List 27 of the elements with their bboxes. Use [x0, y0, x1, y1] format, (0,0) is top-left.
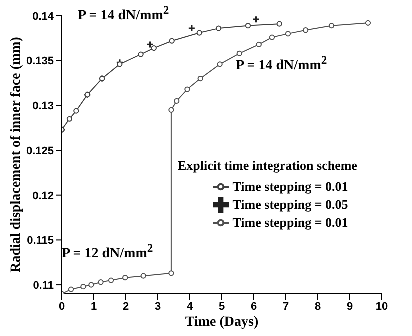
legend-label: Time stepping = 0.01: [232, 215, 348, 230]
x-tick-label: 10: [376, 300, 388, 313]
y-tick-label: 0.115: [27, 235, 54, 248]
x-tick-label: 7: [282, 300, 290, 313]
x-tick-label: 4: [186, 300, 194, 313]
legend-label: Time stepping = 0.05: [232, 197, 348, 212]
x-tick-label: 3: [154, 300, 162, 313]
legend-title: Explicit time integration scheme: [178, 158, 358, 174]
y-axis-title: Radial displacement of inner face (mm): [9, 36, 24, 273]
x-tick-label: 5: [218, 300, 226, 313]
annotation: P = 12 dN/mm$^{2}$: [62, 242, 154, 263]
x-tick-label: 6: [250, 300, 258, 313]
legend-label: Time stepping = 0.01: [232, 179, 348, 194]
y-tick-label: 0.14: [32, 10, 55, 23]
y-tick-label: 0.135: [26, 56, 54, 68]
y-tick-label: 0.125: [26, 145, 54, 158]
x-tick-label: 8: [314, 300, 322, 313]
x-tick-label: 1: [90, 300, 98, 313]
x-axis-title: Time (Days): [185, 315, 259, 330]
x-tick-label: 0: [58, 300, 66, 313]
annotation: P = 14 dN/mm$^{2}$: [78, 4, 170, 25]
y-tick-label: 0.12: [32, 190, 54, 202]
x-tick-label: 9: [346, 300, 354, 313]
y-tick-label: 0.11: [33, 280, 54, 292]
annotation: P = 14 dN/mm$^{2}$: [236, 54, 328, 75]
y-tick-label: 0.13: [32, 100, 54, 113]
x-tick-label: 2: [122, 300, 130, 313]
